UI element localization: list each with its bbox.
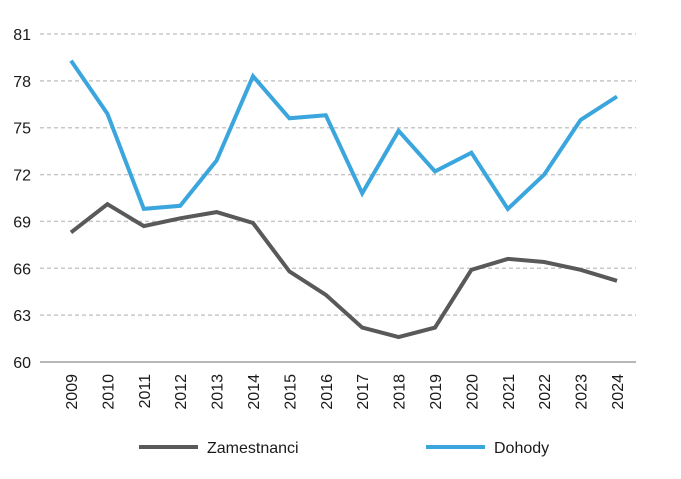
y-tick-label: 75: [13, 121, 31, 138]
x-tick-label: 2021: [501, 374, 518, 410]
x-tick-label: 2018: [392, 374, 409, 410]
x-tick-label: 2023: [574, 374, 591, 410]
y-tick-label: 72: [13, 168, 31, 185]
legend-label: Dohody: [494, 440, 549, 457]
x-tick-label: 2009: [64, 374, 81, 410]
y-tick-label: 66: [13, 261, 31, 278]
x-tick-label: 2015: [282, 374, 299, 410]
series-line-zamestnanci: [69, 201, 618, 340]
x-tick-label: 2019: [428, 374, 445, 410]
y-tick-label: 60: [13, 355, 31, 372]
x-tick-label: 2014: [246, 374, 263, 410]
grid-lines: [40, 33, 636, 316]
y-tick-label: 78: [13, 74, 31, 91]
series-lines: [69, 59, 619, 340]
legend-label: Zamestnanci: [207, 440, 299, 457]
x-tick-label: 2022: [537, 374, 554, 410]
x-tick-label: 2012: [173, 374, 190, 410]
x-tick-label: 2016: [319, 374, 336, 410]
y-tick-label: 81: [13, 27, 31, 44]
y-axis-ticks: 60 63 66 69 72 75 78 81: [13, 27, 31, 372]
x-tick-label: 2010: [100, 374, 117, 410]
x-tick-label: 2017: [355, 374, 372, 410]
legend: Zamestnanci Dohody: [139, 440, 549, 457]
series-line-dohody: [69, 59, 619, 213]
x-axis-ticks: 2009 2010 2011 2012 2013 2014 2015 2016 2017 2018…: [64, 374, 627, 410]
x-tick-label: 2020: [464, 374, 481, 410]
x-tick-label: 2013: [210, 374, 227, 410]
x-tick-label: 2024: [610, 374, 627, 410]
y-tick-label: 63: [13, 308, 31, 325]
y-tick-label: 69: [13, 214, 31, 231]
x-tick-label: 2011: [137, 374, 154, 409]
